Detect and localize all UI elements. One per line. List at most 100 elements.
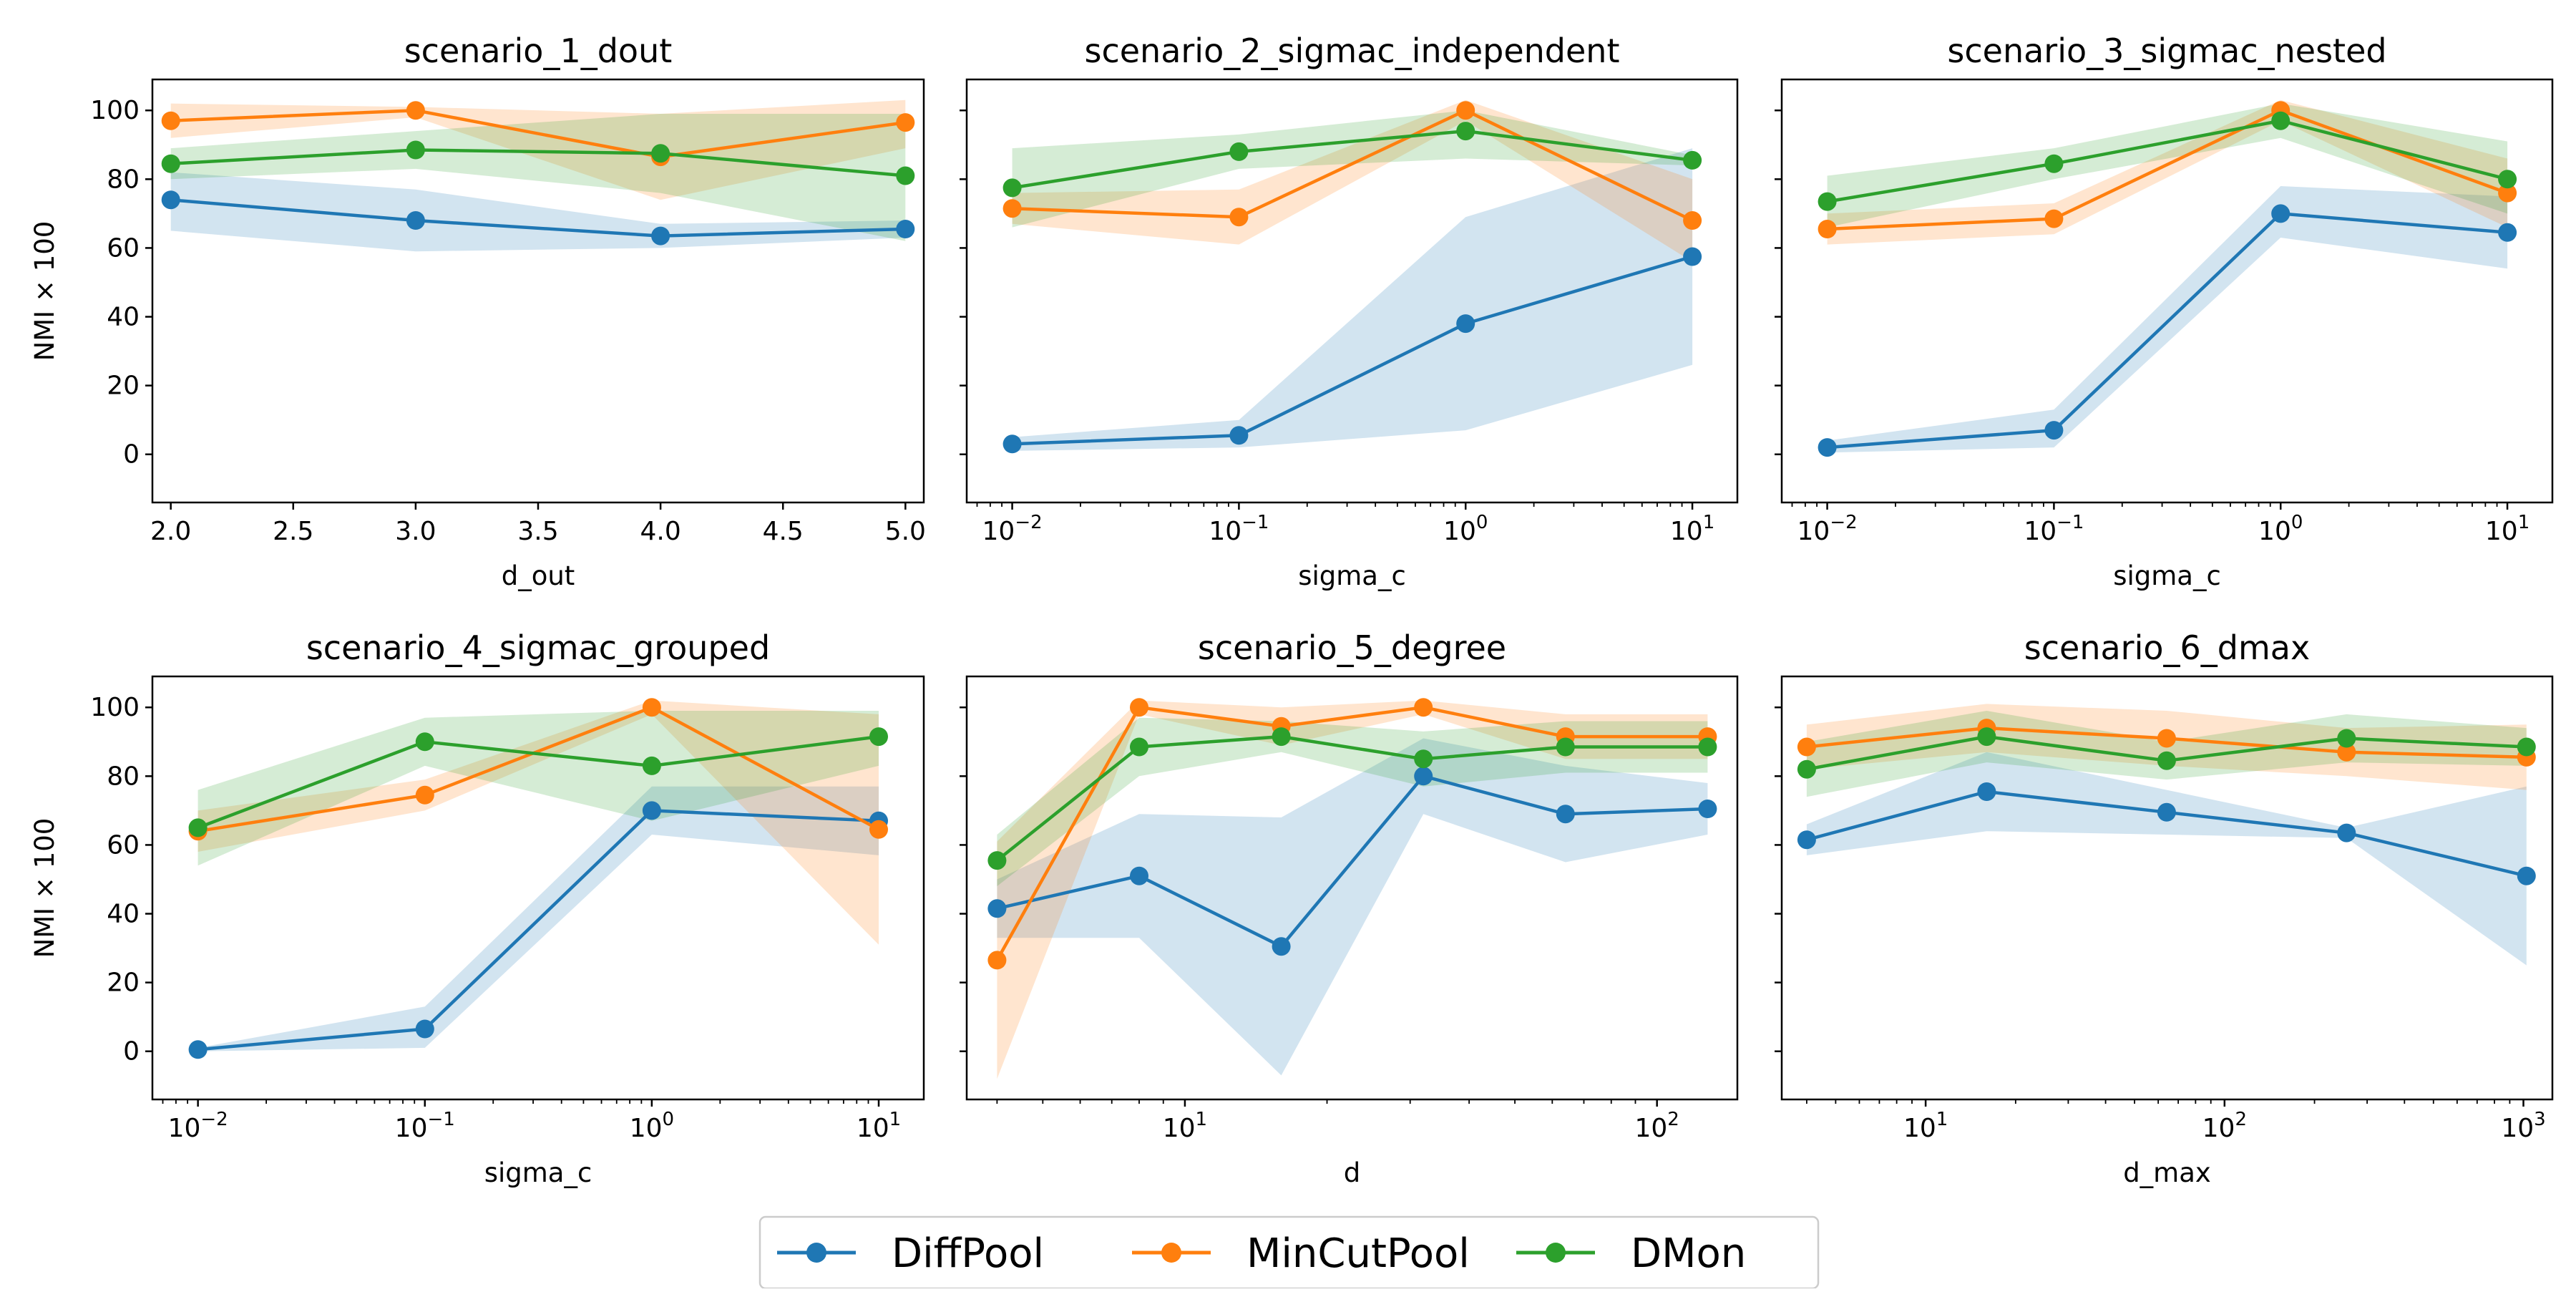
band-diffpool — [997, 738, 1708, 1076]
point-dmon — [161, 154, 180, 173]
point-diffpool — [651, 226, 670, 246]
band-diffpool — [170, 172, 906, 252]
line-mincutpool — [1827, 108, 2508, 231]
band-dmon — [197, 711, 879, 866]
band-diffpool — [1806, 752, 2527, 966]
legend-item-mincutpool: MinCutPool — [1132, 1230, 1470, 1277]
y-tick-label: 0 — [123, 440, 140, 470]
x-tick-label: 3.5 — [517, 517, 558, 546]
y-tick-label: 40 — [107, 900, 140, 929]
point-diffpool — [1698, 800, 1717, 818]
point-diffpool — [2157, 802, 2176, 822]
point-dmon — [1456, 122, 1475, 141]
x-tick-label: 10−1 — [395, 1109, 455, 1143]
band-dmon — [997, 717, 1708, 887]
point-dmon — [1797, 759, 1816, 779]
band-diffpool — [1827, 186, 2508, 453]
point-diffpool — [161, 190, 180, 210]
x-tick-label: 10−2 — [168, 1109, 228, 1143]
point-dmon — [2498, 170, 2517, 189]
point-mincutpool — [406, 101, 425, 120]
panel-title: scenario_4_sigmac_grouped — [306, 628, 770, 667]
point-dmon — [1698, 737, 1717, 757]
line-dmon — [197, 734, 879, 830]
point-dmon — [1977, 727, 1996, 747]
line-dmon — [1827, 119, 2508, 203]
band-mincutpool — [1012, 99, 1693, 262]
axes-frame — [1780, 675, 2554, 1101]
band-dmon — [170, 114, 906, 241]
point-dmon — [1683, 150, 1702, 170]
point-mincutpool — [1683, 211, 1702, 230]
band-mincutpool — [997, 700, 1708, 1079]
x-tick-label: 10−1 — [1209, 512, 1269, 546]
point-dmon — [642, 756, 661, 775]
point-diffpool — [415, 1019, 434, 1039]
x-tick-label: 103 — [2501, 1109, 2545, 1143]
panel-3: 10−2 10−1 100 101 sigma_c scenario_3_sigmac_n… — [1775, 31, 2554, 591]
x-axis-label: d_out — [502, 560, 575, 591]
x-tick-label: 101 — [1670, 512, 1714, 546]
point-diffpool — [1272, 937, 1291, 956]
point-dmon — [1414, 749, 1433, 769]
legend: DiffPool MinCutPool DMon — [758, 1215, 1820, 1290]
x-tick-label: 100 — [1443, 512, 1488, 546]
x-axis-label: sigma_c — [1298, 560, 1406, 591]
line-mincutpool — [197, 705, 880, 833]
x-axis-label: sigma_c — [484, 1157, 592, 1188]
point-mincutpool — [1002, 199, 1022, 218]
point-diffpool — [1130, 866, 1148, 885]
line-dmon — [170, 148, 906, 178]
point-mincutpool — [2498, 183, 2517, 203]
point-diffpool — [1456, 314, 1475, 334]
point-dmon — [1556, 737, 1575, 757]
point-mincutpool — [987, 951, 1007, 970]
axes-frame — [965, 675, 1739, 1101]
point-diffpool — [1556, 805, 1575, 824]
point-mincutpool — [415, 785, 434, 805]
line-diffpool — [1827, 212, 2508, 450]
legend-item-dmon: DMon — [1516, 1230, 1746, 1277]
line-diffpool — [996, 774, 1708, 948]
legend-label: DiffPool — [892, 1230, 1044, 1277]
point-mincutpool — [2337, 742, 2356, 762]
band-diffpool — [1012, 148, 1693, 451]
panel-2: 10−2 10−1 100 101 sigma_c scenario_2_sigmac_i… — [960, 31, 1739, 591]
y-tick-label: 20 — [107, 371, 140, 401]
panel-title: scenario_5_degree — [1198, 628, 1506, 667]
point-dmon — [2157, 751, 2176, 770]
point-dmon — [1229, 142, 1249, 161]
line-diffpool — [170, 198, 906, 238]
x-tick-label: 101 — [857, 1109, 901, 1143]
line-mincutpool — [1012, 108, 1694, 223]
y-tick-label: 60 — [107, 830, 140, 860]
x-tick-label: 101 — [1903, 1109, 1948, 1143]
point-diffpool — [2271, 204, 2290, 223]
point-diffpool — [1818, 438, 1837, 457]
y-tick-label: 100 — [90, 96, 140, 125]
point-mincutpool — [1797, 737, 1816, 757]
y-tick-label: 60 — [107, 233, 140, 263]
point-diffpool — [188, 1040, 208, 1059]
x-tick-label: 102 — [1634, 1109, 1679, 1143]
point-diffpool — [1002, 434, 1022, 454]
line-diffpool — [197, 809, 879, 1051]
y-tick-label: 20 — [107, 968, 140, 998]
y-tick-label: 100 — [90, 693, 140, 722]
axes-frame — [1780, 78, 2554, 504]
line-mincutpool — [995, 705, 1708, 961]
point-dmon — [188, 818, 208, 837]
point-diffpool — [896, 220, 915, 238]
legend-label: DMon — [1631, 1230, 1746, 1277]
x-tick-label: 2.0 — [150, 517, 191, 546]
legend-label: MinCutPool — [1246, 1230, 1470, 1277]
point-dmon — [1130, 737, 1148, 757]
point-mincutpool — [1456, 101, 1475, 120]
point-diffpool — [2044, 421, 2064, 440]
point-dmon — [1002, 178, 1022, 198]
point-diffpool — [1229, 426, 1249, 445]
y-tick-label: 40 — [107, 303, 140, 332]
x-tick-label: 10−2 — [982, 512, 1043, 546]
point-diffpool — [642, 801, 661, 820]
point-dmon — [987, 851, 1007, 870]
